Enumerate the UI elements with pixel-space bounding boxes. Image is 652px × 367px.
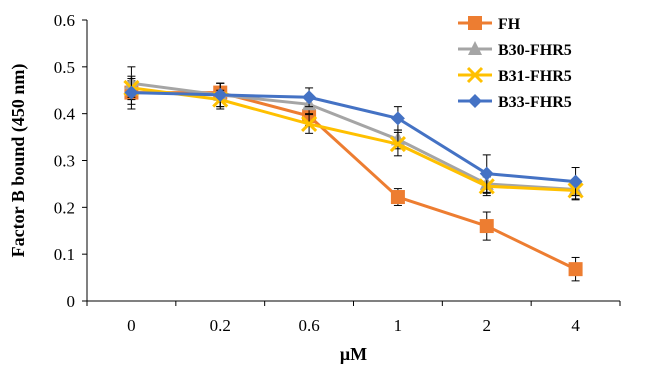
legend-item: B30-FHR5 — [458, 41, 572, 59]
data-point — [568, 262, 583, 277]
series-b33-fhr5 — [124, 75, 583, 197]
legend-marker — [468, 16, 482, 30]
x-axis-title: μM — [340, 344, 367, 364]
x-tick-label: 0 — [127, 316, 136, 335]
data-point — [390, 190, 405, 205]
series — [123, 66, 584, 282]
data-point — [124, 85, 139, 100]
y-axis-title: Factor B bound (450 nm) — [8, 64, 29, 258]
y-tick-label: 0 — [67, 292, 76, 311]
x-tick-label: 1 — [394, 316, 403, 335]
y-tick-label: 0.2 — [54, 198, 75, 217]
tick-labels: 0 0.1 0.2 0.3 0.4 0.5 0.6 0 0.2 0.6 1 2 4 — [54, 11, 581, 335]
x-tick-label: 0.2 — [210, 316, 231, 335]
series-line — [131, 81, 576, 192]
legend-label: B30-FHR5 — [498, 42, 572, 59]
data-point — [389, 136, 406, 153]
legend-label: FH — [498, 16, 521, 33]
data-point — [390, 111, 405, 126]
axes — [82, 19, 621, 306]
x-tick-label: 2 — [483, 316, 492, 335]
data-point — [568, 174, 583, 189]
series-line — [131, 91, 576, 184]
data-point — [301, 115, 318, 133]
legend-marker — [468, 94, 482, 108]
y-tick-label: 0.4 — [54, 105, 76, 124]
y-tick-label: 0.1 — [54, 245, 75, 264]
x-tick-label: 4 — [571, 316, 580, 335]
legend-marker — [468, 41, 482, 55]
y-tick-label: 0.6 — [54, 11, 75, 30]
series-line — [131, 86, 576, 192]
legend-item: FH — [458, 16, 521, 33]
data-point — [479, 166, 494, 181]
y-tick-label: 0.5 — [54, 58, 75, 77]
legend: FH B30-FHR5 B31-FHR5 B33-FHR5 — [458, 16, 572, 111]
legend-item: B33-FHR5 — [458, 94, 572, 111]
data-point — [479, 219, 494, 234]
legend-label: B33-FHR5 — [498, 94, 572, 111]
x-tick-label: 0.6 — [298, 316, 319, 335]
data-point — [213, 87, 228, 102]
series-line — [131, 91, 577, 271]
data-point — [302, 90, 317, 105]
legend-label: B31-FHR5 — [498, 68, 572, 85]
legend-marker — [466, 66, 484, 84]
legend-item: B31-FHR5 — [458, 66, 572, 85]
y-tick-label: 0.3 — [54, 152, 75, 171]
